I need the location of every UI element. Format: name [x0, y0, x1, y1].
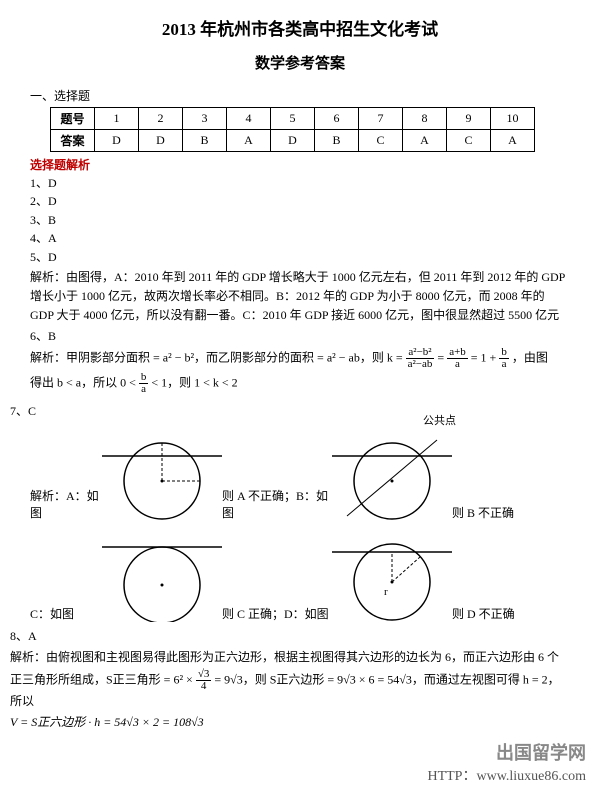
analysis-text: 得出 b < a，所以 0 < ba < 1，则 1 < k < 2 — [30, 372, 570, 395]
question-line: 3、B — [30, 212, 570, 229]
table-cell: 6 — [315, 108, 359, 130]
question-line: 8、A — [10, 628, 570, 645]
formula-text: = 1 + — [471, 350, 500, 364]
table-cell: B — [315, 130, 359, 152]
diagram-row: C：如图 则 C 正确；D：如图 r 则 D 不正确 — [30, 527, 570, 622]
fraction: a²−b²a²−ab — [406, 347, 435, 370]
question-line: 4、A — [30, 230, 570, 247]
table-row: 题号 1 2 3 4 5 6 7 8 9 10 — [51, 108, 535, 130]
question-line: 2、D — [30, 193, 570, 210]
diagram-result: 则 B 不正确 — [452, 504, 562, 521]
circle-diagram-c — [102, 527, 222, 622]
table-cell: 8 — [403, 108, 447, 130]
analysis-text: 解析：由俯视图和主视图易得此图形为正六边形，根据主视图得其六边形的边长为 6，而… — [10, 648, 570, 667]
fraction: a+ba — [447, 347, 468, 370]
circle-diagram-b — [332, 426, 452, 521]
diagram-label: 解析：A：如图 — [30, 487, 102, 521]
table-cell: C — [447, 130, 491, 152]
analysis-text: 解析：甲阴影部分面积 = a² − b²，而乙阴影部分的面积 = a² − ab… — [30, 347, 570, 370]
table-row: 答案 D D B A D B C A C A — [51, 130, 535, 152]
diagram-result: 则 D 不正确 — [452, 605, 562, 622]
table-cell: A — [227, 130, 271, 152]
diagram-result: 则 C 正确；D：如图 — [222, 605, 332, 622]
table-cell: 4 — [227, 108, 271, 130]
table-cell: 5 — [271, 108, 315, 130]
source-url: HTTP：www.liuxue86.com — [427, 765, 586, 785]
formula-text: 解析：甲阴影部分面积 = a² − b²，而乙阴影部分的面积 = a² − ab… — [30, 350, 406, 364]
fraction: ba — [139, 372, 149, 395]
table-cell: 1 — [95, 108, 139, 130]
question-line: 1、D — [30, 175, 570, 192]
table-cell: D — [271, 130, 315, 152]
circle-diagram-d: r — [332, 527, 452, 622]
question-line: 6、B — [30, 328, 570, 345]
page-title: 2013 年杭州市各类高中招生文化考试 — [30, 15, 570, 40]
diagram-row: 解析：A：如图 则 A 不正确；B：如图 公共点 则 B 不正确 — [30, 426, 570, 521]
section-label: 一、选择题 — [30, 87, 570, 104]
table-cell: 9 — [447, 108, 491, 130]
diagram-annotation: 公共点 — [423, 412, 456, 428]
page-subtitle: 数学参考答案 — [30, 52, 570, 73]
table-cell: A — [491, 130, 535, 152]
formula-text: 得出 b < a，所以 0 < — [30, 375, 139, 389]
formula-text: V = S正六边形 · h = 54√3 × 2 = 108√3 — [10, 713, 570, 732]
question-line: 5、D — [30, 249, 570, 266]
formula-text: < 1，则 1 < k < 2 — [151, 375, 237, 389]
diagram-label: C：如图 — [30, 605, 102, 622]
table-cell: A — [403, 130, 447, 152]
formula-text: ，由图 — [512, 350, 548, 364]
fraction: √34 — [196, 669, 212, 692]
watermark: 出国留学网 — [496, 739, 586, 765]
answer-table: 题号 1 2 3 4 5 6 7 8 9 10 答案 D D B A D B C… — [50, 107, 535, 152]
formula-text: 正三角形所组成，S正三角形 = 6² × — [10, 672, 196, 686]
table-cell: 10 — [491, 108, 535, 130]
circle-diagram-a — [102, 426, 222, 521]
table-answer-label: 答案 — [51, 130, 95, 152]
table-cell: C — [359, 130, 403, 152]
analysis-header: 选择题解析 — [30, 156, 570, 173]
table-cell: 2 — [139, 108, 183, 130]
svg-text:r: r — [384, 586, 388, 598]
table-cell: D — [139, 130, 183, 152]
table-cell: D — [95, 130, 139, 152]
formula-text: = — [437, 350, 447, 364]
table-cell: 7 — [359, 108, 403, 130]
diagram-result: 则 A 不正确；B：如图 — [222, 487, 332, 521]
fraction: ba — [499, 347, 509, 370]
table-header-label: 题号 — [51, 108, 95, 130]
analysis-text: 正三角形所组成，S正三角形 = 6² × √34 = 9√3，则 S正六边形 =… — [10, 669, 570, 711]
analysis-text: 解析：由图得，A：2010 年到 2011 年的 GDP 增长略大于 1000 … — [30, 268, 570, 326]
question-line: 7、C — [10, 403, 570, 420]
table-cell: B — [183, 130, 227, 152]
table-cell: 3 — [183, 108, 227, 130]
